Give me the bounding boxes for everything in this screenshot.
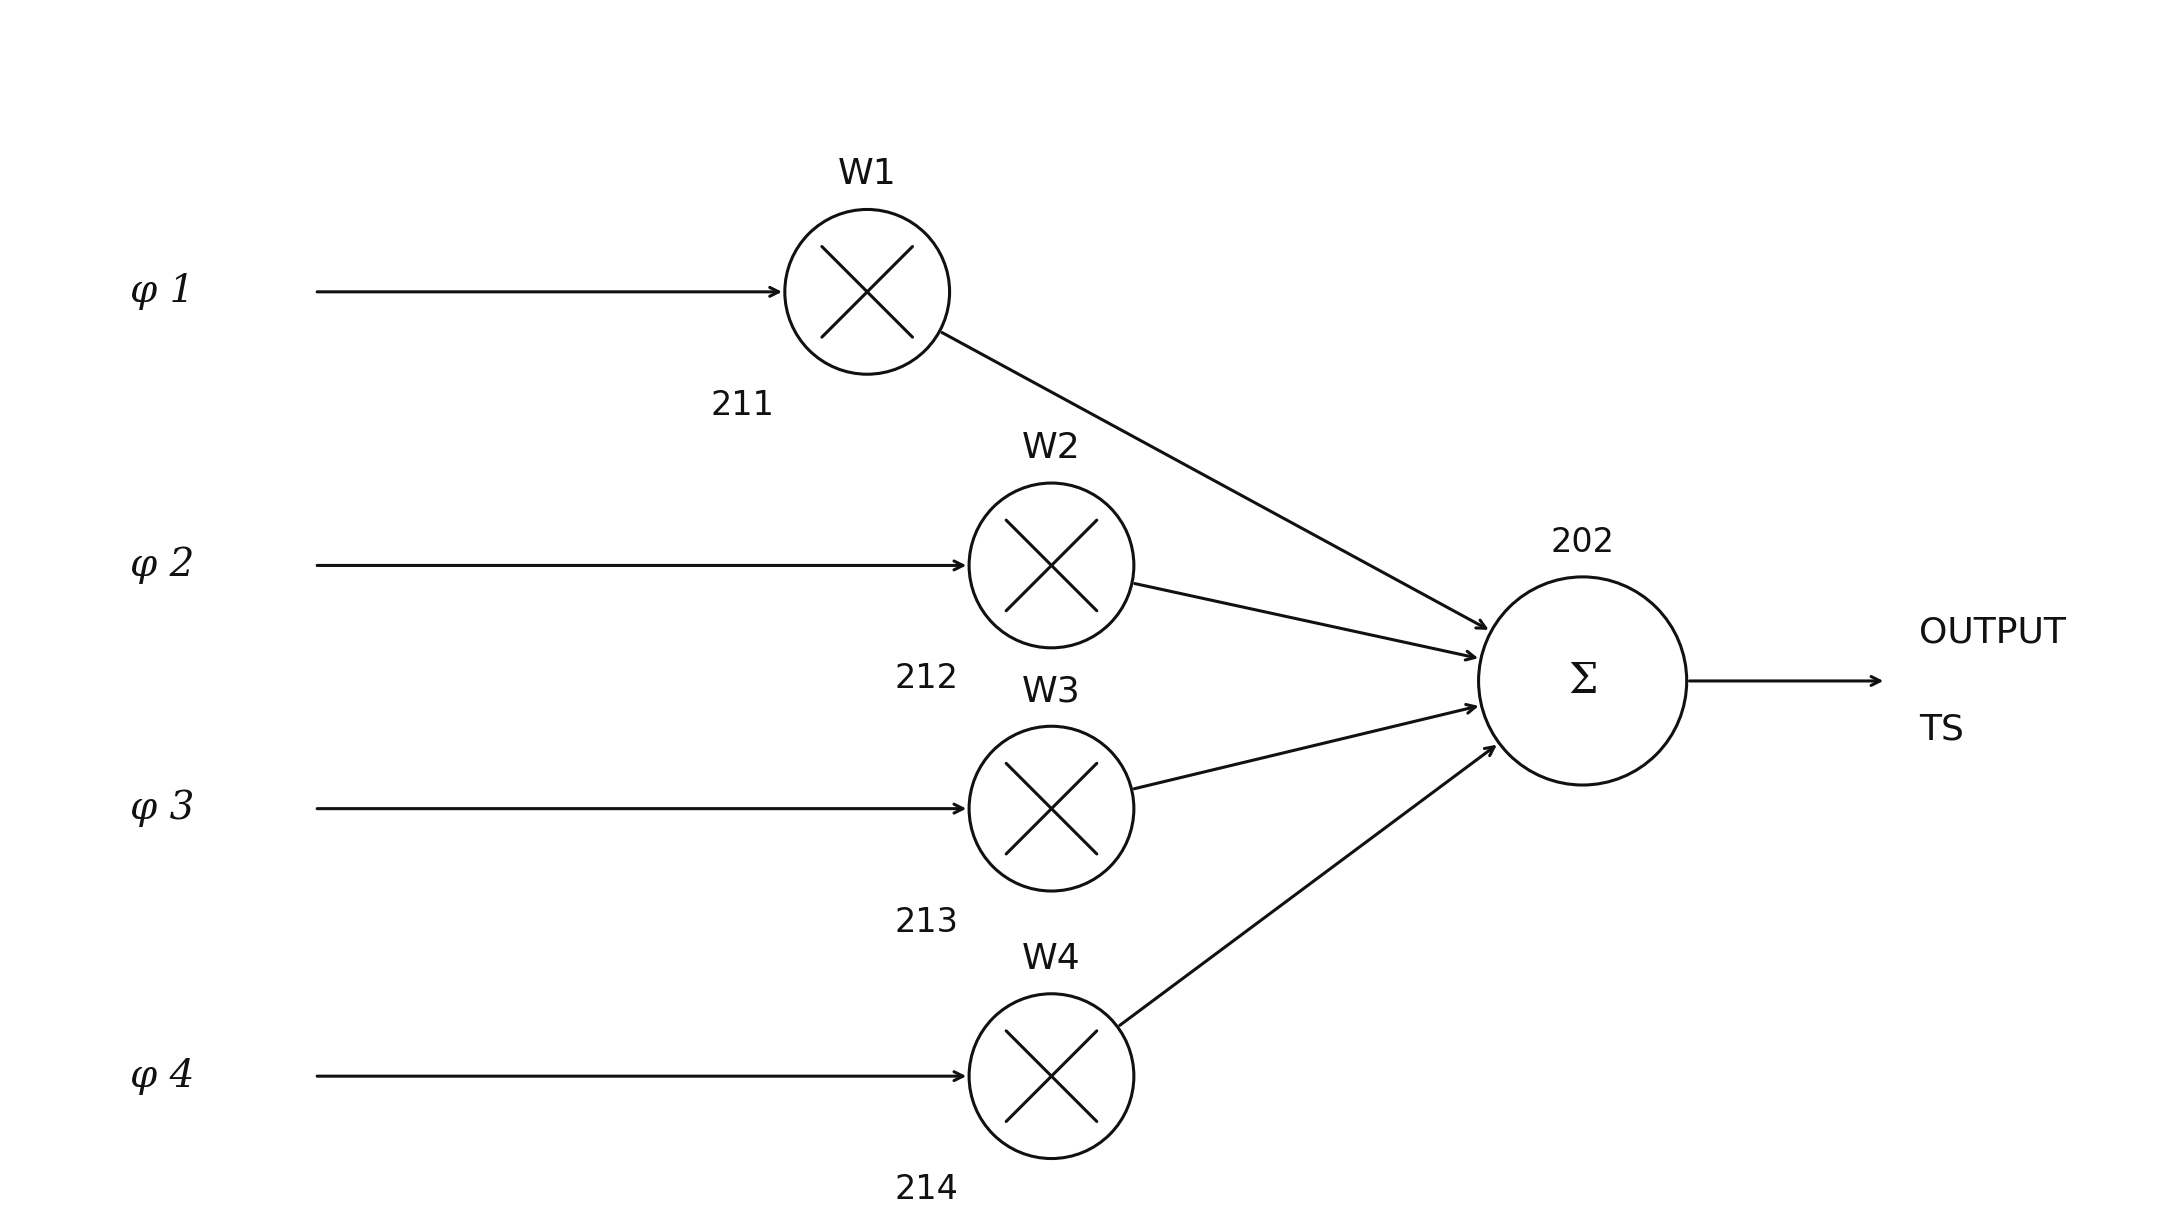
Text: Σ: Σ <box>1567 660 1598 702</box>
Text: φ 4: φ 4 <box>130 1058 195 1094</box>
Text: W1: W1 <box>837 157 898 191</box>
Text: 213: 213 <box>895 906 958 939</box>
Text: φ 1: φ 1 <box>130 274 195 310</box>
Text: W2: W2 <box>1021 430 1082 465</box>
Text: W4: W4 <box>1021 941 1082 975</box>
Text: TS: TS <box>1919 713 1964 747</box>
Text: φ 2: φ 2 <box>130 547 195 584</box>
Text: 211: 211 <box>711 389 774 422</box>
Text: 202: 202 <box>1550 525 1615 558</box>
Text: 214: 214 <box>895 1173 958 1206</box>
Text: OUTPUT: OUTPUT <box>1919 615 2066 649</box>
Text: 212: 212 <box>893 663 958 696</box>
Text: φ 3: φ 3 <box>130 790 195 827</box>
Text: W3: W3 <box>1021 674 1082 708</box>
